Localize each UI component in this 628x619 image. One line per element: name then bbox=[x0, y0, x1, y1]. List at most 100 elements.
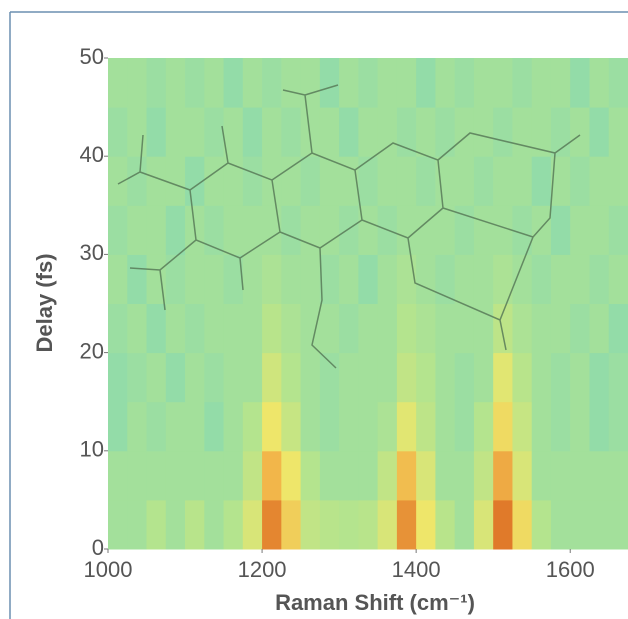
heatmap-cell bbox=[532, 58, 552, 108]
heatmap-cell bbox=[320, 254, 340, 304]
heatmap-cell bbox=[551, 402, 571, 452]
heatmap-cell bbox=[204, 58, 224, 108]
heatmap-cell bbox=[570, 205, 590, 255]
heatmap-cell bbox=[127, 451, 147, 501]
heatmap-cell bbox=[589, 402, 609, 452]
heatmap-cell bbox=[262, 353, 282, 403]
heatmap-cell bbox=[512, 156, 532, 206]
heatmap-cell bbox=[224, 402, 244, 452]
heatmap-cell bbox=[378, 107, 398, 157]
heatmap-cell bbox=[166, 402, 186, 452]
heatmap-cell bbox=[589, 451, 609, 501]
heatmap-cell bbox=[455, 402, 475, 452]
heatmap-cell bbox=[204, 304, 224, 354]
heatmap-cell bbox=[551, 58, 571, 108]
heatmap-cell bbox=[532, 205, 552, 255]
heatmap-cell bbox=[512, 304, 532, 354]
heatmap-cell bbox=[589, 500, 609, 550]
heatmap-cell bbox=[339, 254, 359, 304]
heatmap-cell bbox=[185, 58, 205, 108]
heatmap-cell bbox=[512, 58, 532, 108]
heatmap-cell bbox=[301, 304, 321, 354]
heatmap-cell bbox=[108, 500, 128, 550]
heatmap-cell bbox=[147, 205, 167, 255]
heatmap-cell bbox=[570, 353, 590, 403]
heatmap-cell bbox=[532, 254, 552, 304]
heatmap-cell bbox=[301, 107, 321, 157]
heatmap-cell bbox=[570, 402, 590, 452]
heatmap-cell bbox=[339, 353, 359, 403]
heatmap-cell bbox=[532, 353, 552, 403]
heatmap-cell bbox=[166, 205, 186, 255]
heatmap-cell bbox=[147, 500, 167, 550]
y-tick-label: 30 bbox=[80, 240, 104, 265]
heatmap-cell bbox=[435, 107, 455, 157]
x-tick-label: 1400 bbox=[392, 557, 441, 582]
heatmap-cell bbox=[416, 58, 436, 108]
heatmap-cell bbox=[474, 451, 494, 501]
heatmap-cell bbox=[301, 156, 321, 206]
heatmap-cell bbox=[320, 353, 340, 403]
heatmap-cell bbox=[281, 304, 301, 354]
heatmap-cell bbox=[358, 58, 378, 108]
y-axis-title: Delay (fs) bbox=[32, 253, 57, 352]
heatmap-cell bbox=[609, 304, 628, 354]
heatmap-cell bbox=[147, 353, 167, 403]
heatmap-cell bbox=[570, 500, 590, 550]
heatmap-cell bbox=[281, 254, 301, 304]
heatmap-cell bbox=[127, 58, 147, 108]
heatmap-cell bbox=[589, 156, 609, 206]
heatmap-cell bbox=[570, 304, 590, 354]
heatmap-cell bbox=[224, 353, 244, 403]
heatmap-cell bbox=[320, 58, 340, 108]
heatmap-cell bbox=[378, 500, 398, 550]
heatmap-cell bbox=[224, 58, 244, 108]
heatmap-cell bbox=[493, 107, 513, 157]
heatmap-cell bbox=[166, 451, 186, 501]
heatmap-cell bbox=[243, 156, 263, 206]
heatmap-cell bbox=[435, 451, 455, 501]
heatmap-cell bbox=[532, 402, 552, 452]
heatmap-cell bbox=[378, 304, 398, 354]
heatmap-cell bbox=[185, 254, 205, 304]
heatmap-cell bbox=[224, 304, 244, 354]
heatmap-cell bbox=[281, 107, 301, 157]
heatmap-cell bbox=[609, 500, 628, 550]
heatmap-cell bbox=[474, 304, 494, 354]
heatmap-cell bbox=[609, 451, 628, 501]
heatmap-cell bbox=[262, 205, 282, 255]
heatmap-cell bbox=[551, 205, 571, 255]
heatmap-cell bbox=[185, 500, 205, 550]
heatmap-cell bbox=[166, 107, 186, 157]
heatmap-cell bbox=[378, 402, 398, 452]
heatmap-cell bbox=[455, 254, 475, 304]
heatmap-cell bbox=[339, 402, 359, 452]
heatmap-cell bbox=[108, 402, 128, 452]
heatmap-cell bbox=[493, 156, 513, 206]
heatmap-cell bbox=[281, 156, 301, 206]
heatmap-cell bbox=[358, 304, 378, 354]
heatmap-cell bbox=[455, 58, 475, 108]
heatmap-cell bbox=[609, 353, 628, 403]
heatmap-cell bbox=[262, 500, 282, 550]
heatmap-cell bbox=[224, 451, 244, 501]
heatmap-cell bbox=[570, 58, 590, 108]
heatmap-cell bbox=[224, 500, 244, 550]
heatmap-cell bbox=[397, 402, 417, 452]
heatmap-cell bbox=[358, 156, 378, 206]
heatmap-cell bbox=[166, 156, 186, 206]
heatmap-cell bbox=[320, 402, 340, 452]
heatmap-cell bbox=[127, 254, 147, 304]
heatmap-cell bbox=[474, 58, 494, 108]
heatmap-cell bbox=[320, 304, 340, 354]
heatmap-cell bbox=[147, 58, 167, 108]
heatmap-cell bbox=[435, 304, 455, 354]
heatmap-cell bbox=[243, 500, 263, 550]
heatmap-cell bbox=[147, 107, 167, 157]
heatmap-cell bbox=[397, 58, 417, 108]
heatmap-cell bbox=[551, 254, 571, 304]
heatmap-cell bbox=[512, 353, 532, 403]
heatmap-cell bbox=[262, 107, 282, 157]
heatmap-cell bbox=[455, 451, 475, 501]
heatmap-cell bbox=[108, 353, 128, 403]
